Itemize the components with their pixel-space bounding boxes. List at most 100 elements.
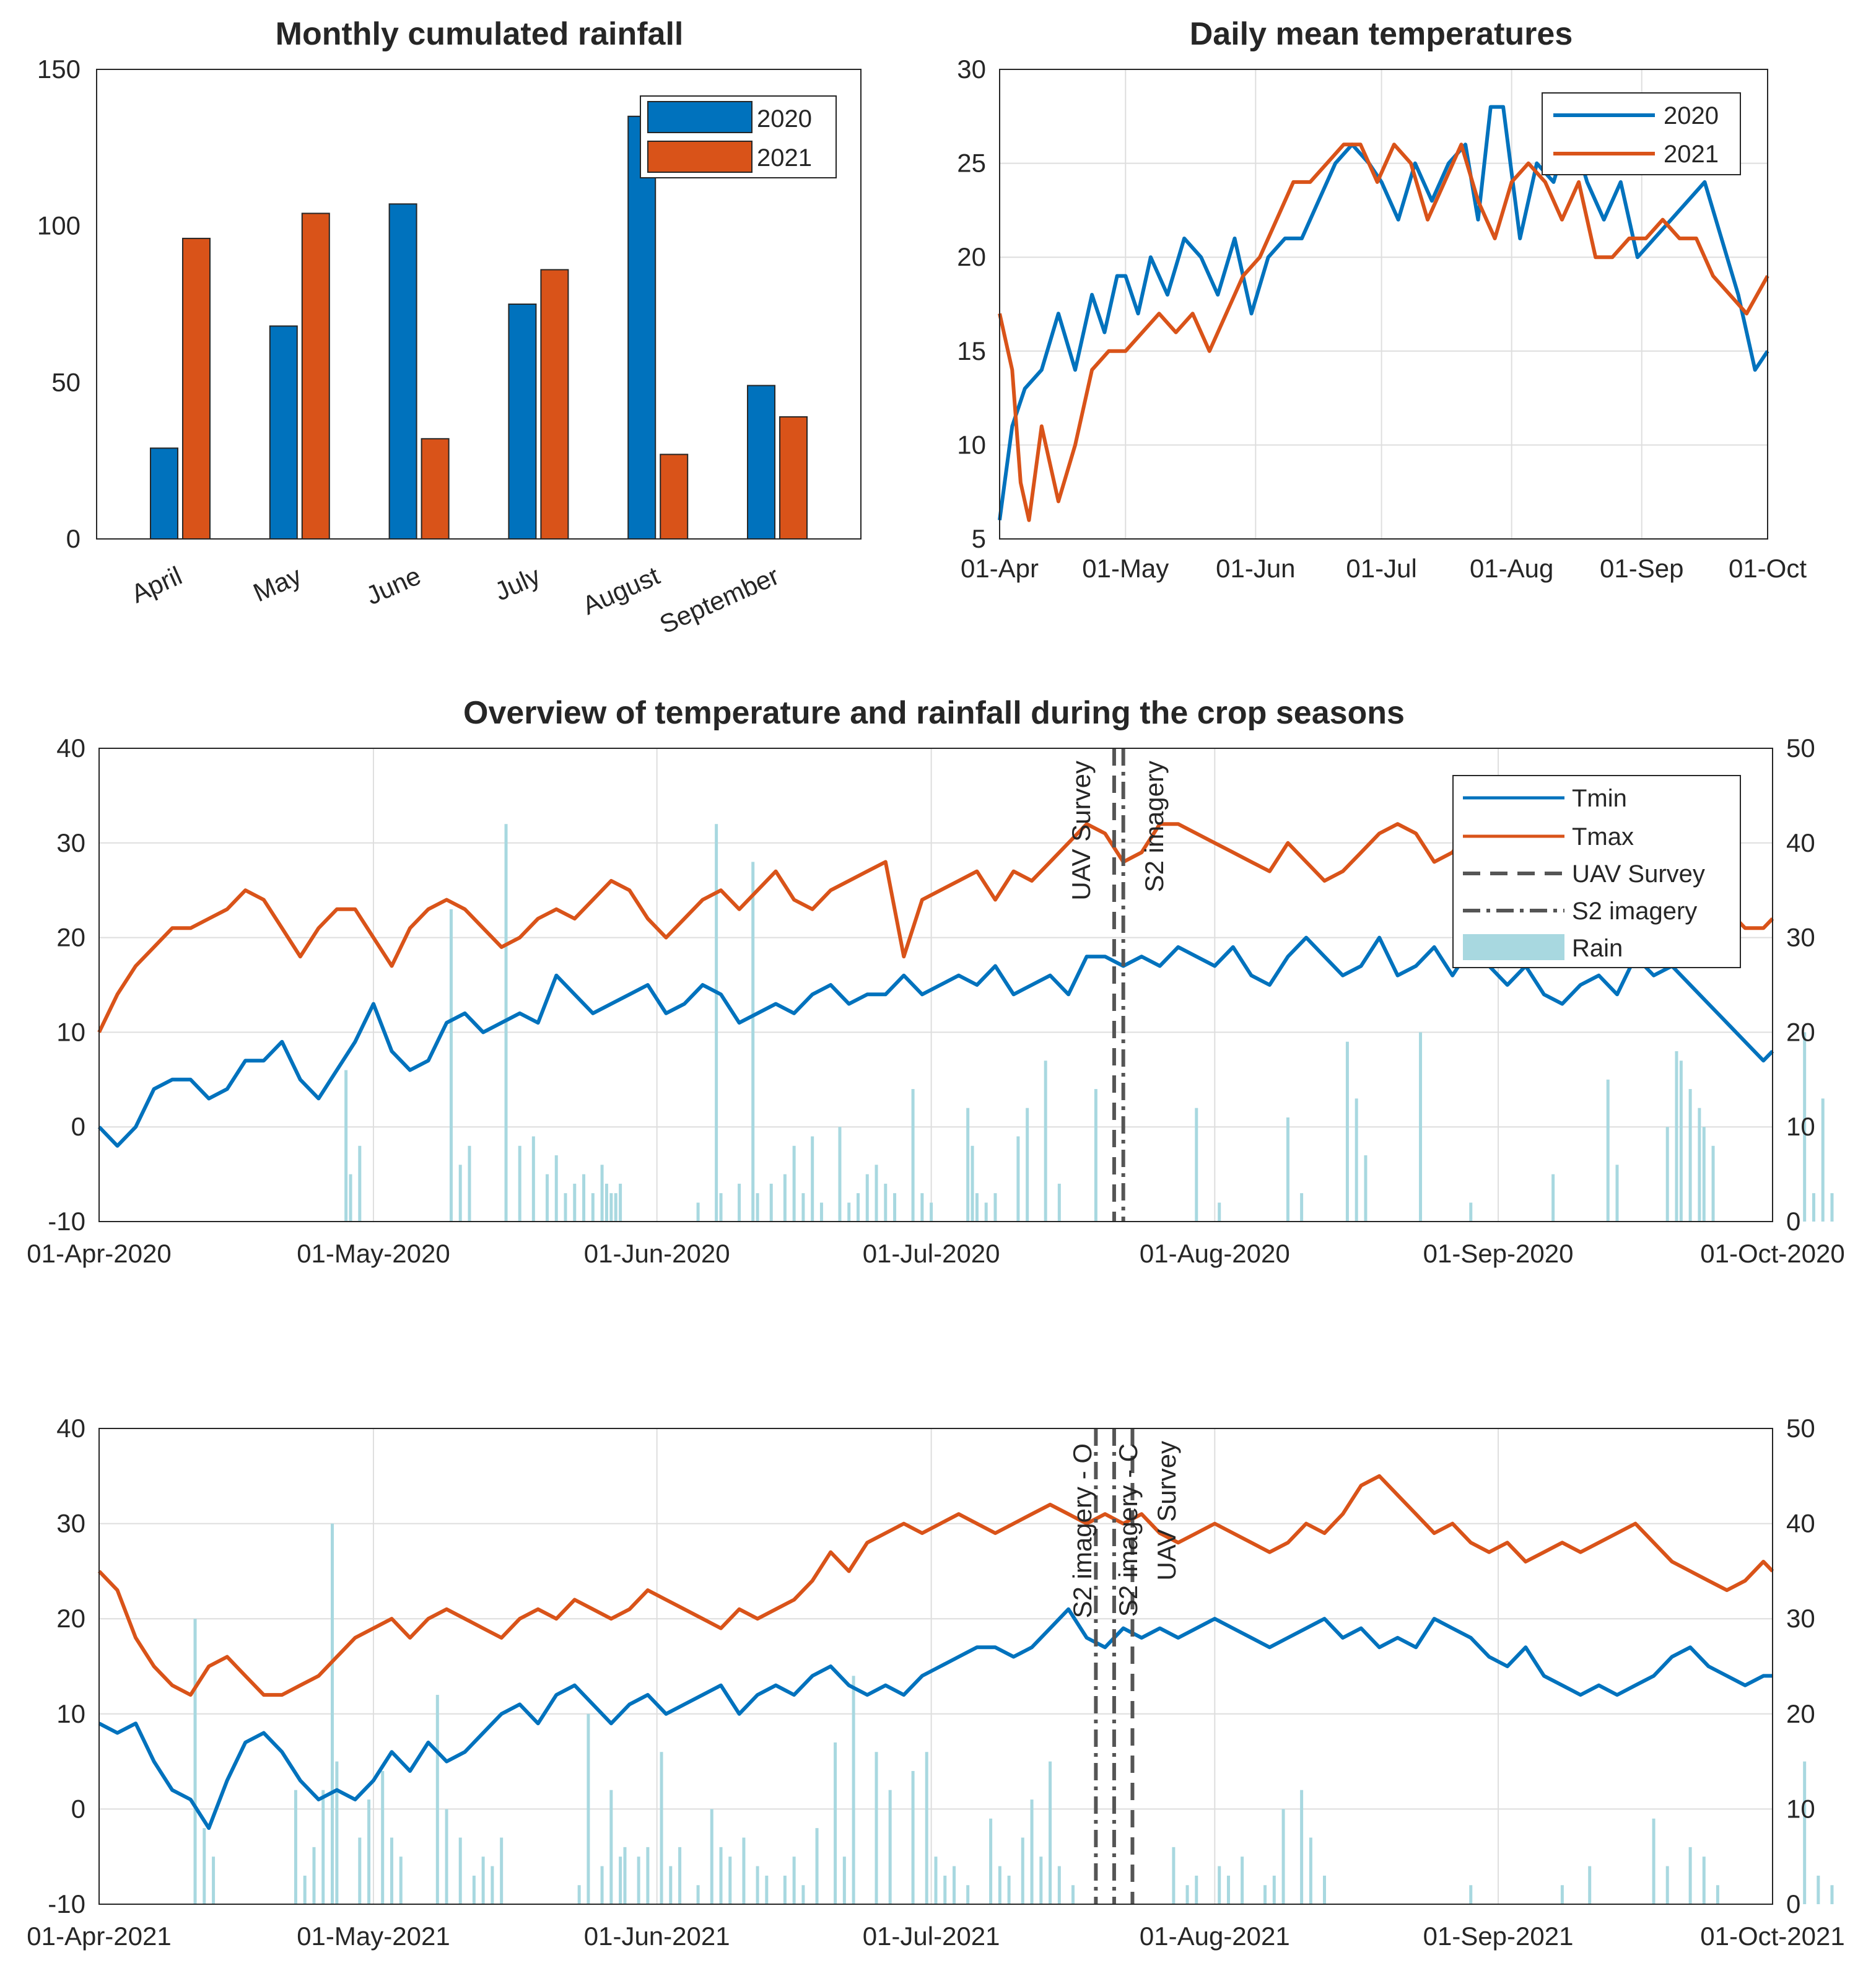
- rain-bar: [445, 1809, 448, 1904]
- rain-bar: [619, 1183, 622, 1222]
- rain-bar: [765, 1875, 769, 1904]
- rain-bar: [1039, 1856, 1043, 1904]
- rain-bar: [623, 1847, 627, 1904]
- y-tick-label: 10: [56, 1017, 85, 1046]
- x-tick-label: 01-Jul-2021: [863, 1922, 1000, 1951]
- x-tick-label: 01-Apr: [961, 554, 1039, 583]
- y-tick-label: 5: [972, 524, 986, 553]
- rain-bar: [756, 1866, 759, 1904]
- rain-bar: [993, 1193, 997, 1222]
- x-tick-label: September: [655, 561, 783, 639]
- x-tick-label: 01-Apr-2021: [27, 1922, 171, 1951]
- rain-bar: [1698, 1108, 1701, 1222]
- rain-bar: [1817, 1875, 1820, 1904]
- rain-bar: [1049, 1761, 1052, 1904]
- event-label: S2 imagery - O: [1068, 1443, 1097, 1618]
- rain-bar: [367, 1800, 371, 1904]
- rain-bar: [1665, 1127, 1669, 1222]
- rain-bar: [742, 1837, 746, 1904]
- x-tick-label: 01-Aug-2021: [1140, 1922, 1290, 1951]
- rain-bar: [504, 824, 508, 1222]
- rain-bar: [678, 1847, 682, 1904]
- rain-bar: [1094, 1089, 1097, 1222]
- rain-bar: [1812, 1193, 1815, 1222]
- rain-bar: [500, 1837, 504, 1904]
- series-line-tmin: [98, 1607, 1773, 1830]
- rain-bar: [1821, 1098, 1825, 1222]
- rain-bar: [458, 1837, 462, 1904]
- y2-tick-label: 0: [1786, 1207, 1800, 1236]
- legend-label-2020: 2020: [1664, 102, 1719, 129]
- rain-bar: [710, 1809, 713, 1904]
- rain-bar: [1044, 1061, 1047, 1222]
- y-tick-label: 0: [71, 1794, 85, 1823]
- rain-bar: [390, 1837, 393, 1904]
- rain-bar: [582, 1174, 586, 1222]
- rain-bar: [783, 1875, 787, 1904]
- rain-bar: [715, 824, 718, 1222]
- rain-bar: [321, 1790, 325, 1904]
- rain-bar: [1702, 1856, 1706, 1904]
- temperature-legend: 2020 2021: [1542, 92, 1741, 175]
- y-tick-label: -10: [48, 1889, 85, 1918]
- rain-bar: [1323, 1875, 1327, 1904]
- x-tick-label: August: [578, 561, 664, 620]
- rain-bar: [819, 1202, 823, 1222]
- bar-2021-september: [779, 416, 808, 540]
- rain-bar: [792, 1856, 796, 1904]
- series-line-2020: [998, 105, 1769, 521]
- rain-bar: [1711, 1145, 1715, 1222]
- rain-bar: [349, 1174, 352, 1222]
- rain-bar: [344, 1070, 348, 1222]
- rain-bar: [1309, 1837, 1312, 1904]
- rain-bar: [875, 1165, 878, 1222]
- rain-bar: [1057, 1866, 1061, 1904]
- rain-bar: [875, 1752, 878, 1904]
- rain-bar: [1469, 1202, 1473, 1222]
- event-label: UAV Survey: [1067, 761, 1096, 901]
- rain-bar: [609, 1193, 613, 1222]
- overview-2021-axes-box: [98, 1428, 1773, 1905]
- bar-2021-april: [181, 237, 211, 540]
- series-line-tmax: [97, 1474, 1774, 1697]
- rain-bar: [834, 1742, 837, 1904]
- rain-bar: [1469, 1885, 1473, 1904]
- legend-swatch-2021: [647, 141, 753, 173]
- rain-bar: [1195, 1875, 1198, 1904]
- rain-bar: [358, 1145, 362, 1222]
- bar-2021-august: [660, 453, 689, 540]
- rain-bar: [1300, 1790, 1304, 1904]
- rain-bar: [468, 1145, 471, 1222]
- x-tick-label: 01-May: [1082, 554, 1169, 583]
- x-tick-label: 01-Oct-2020: [1700, 1239, 1844, 1268]
- rain-bar: [449, 909, 453, 1222]
- rain-bar: [1615, 1165, 1619, 1222]
- rain-bar: [554, 1155, 558, 1222]
- x-tick-label: 01-May-2021: [297, 1922, 450, 1951]
- x-tick-label: 01-Jun-2020: [584, 1239, 730, 1268]
- rain-bar: [1675, 1051, 1678, 1222]
- legend-label-tmin: Tmin: [1572, 785, 1627, 812]
- x-tick-label: 01-Apr-2020: [27, 1239, 171, 1268]
- rain-bar: [212, 1856, 216, 1904]
- x-tick-label: 01-Jul: [1346, 554, 1416, 583]
- x-tick-label: May: [249, 561, 306, 607]
- rain-bar: [1803, 1761, 1807, 1904]
- legend-label-tmax: Tmax: [1572, 823, 1634, 851]
- rain-bar: [381, 1770, 385, 1904]
- y-tick-label: 10: [56, 1699, 85, 1728]
- x-tick-label: 01-Jun: [1216, 554, 1295, 583]
- rain-bar: [1071, 1885, 1075, 1904]
- rain-bar: [792, 1145, 796, 1222]
- rain-bar: [518, 1145, 521, 1222]
- x-tick-label: 01-Oct: [1729, 554, 1807, 583]
- rain-bar: [335, 1761, 339, 1904]
- rain-bar: [1195, 1108, 1198, 1222]
- x-tick-label: 01-Jun-2021: [584, 1922, 730, 1951]
- rain-bar: [1218, 1866, 1221, 1904]
- y2-tick-label: 40: [1786, 1509, 1815, 1538]
- rain-bar: [801, 1193, 805, 1222]
- bar-2021-july: [540, 269, 569, 540]
- y2-tick-label: 20: [1786, 1699, 1815, 1728]
- rain-bar: [847, 1202, 851, 1222]
